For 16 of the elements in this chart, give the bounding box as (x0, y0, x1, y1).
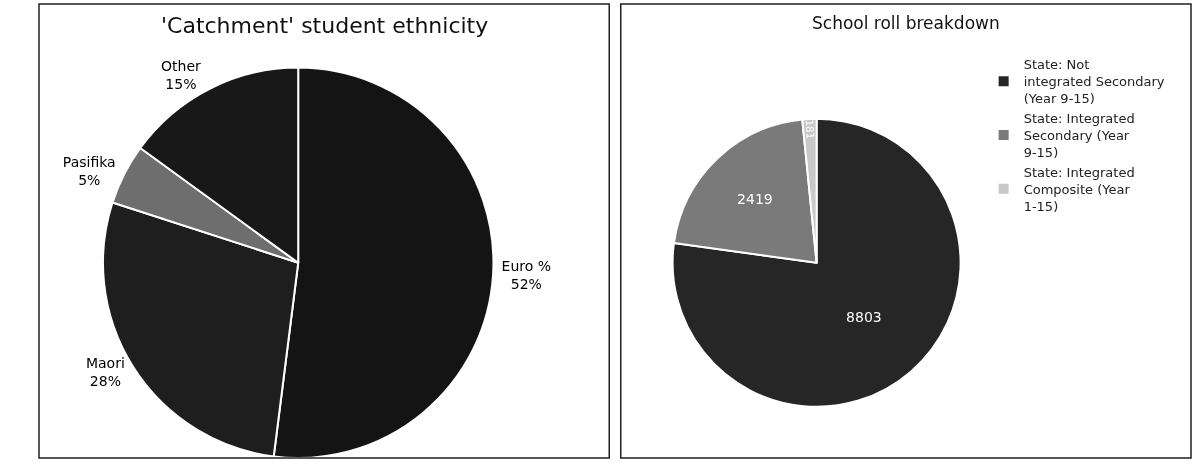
data-label: 15% (165, 76, 197, 93)
legend-label: State: Integrated Secondary (Year 9-15) (1023, 111, 1135, 160)
chart-title: School roll breakdown (812, 13, 1000, 33)
pie-slice (671, 117, 962, 408)
legend-label: State: Integrated Composite (Year 1-15) (1023, 164, 1135, 214)
slice-label: Maori (85, 355, 125, 372)
chart-title: 'Catchment' student ethnicity (161, 13, 489, 38)
data-label: 5% (78, 171, 101, 188)
data-label: 52% (510, 276, 542, 293)
legend-label: State: Not integrated Secondary (Year 9-15) (1023, 57, 1165, 107)
slice-label: Euro % (501, 258, 552, 275)
data-label: 8803 (846, 309, 882, 326)
slice-label: Other (161, 58, 202, 75)
data-label: 2419 (737, 190, 773, 207)
data-label: 28% (89, 373, 121, 390)
slice-label: Pasifika (62, 153, 116, 170)
